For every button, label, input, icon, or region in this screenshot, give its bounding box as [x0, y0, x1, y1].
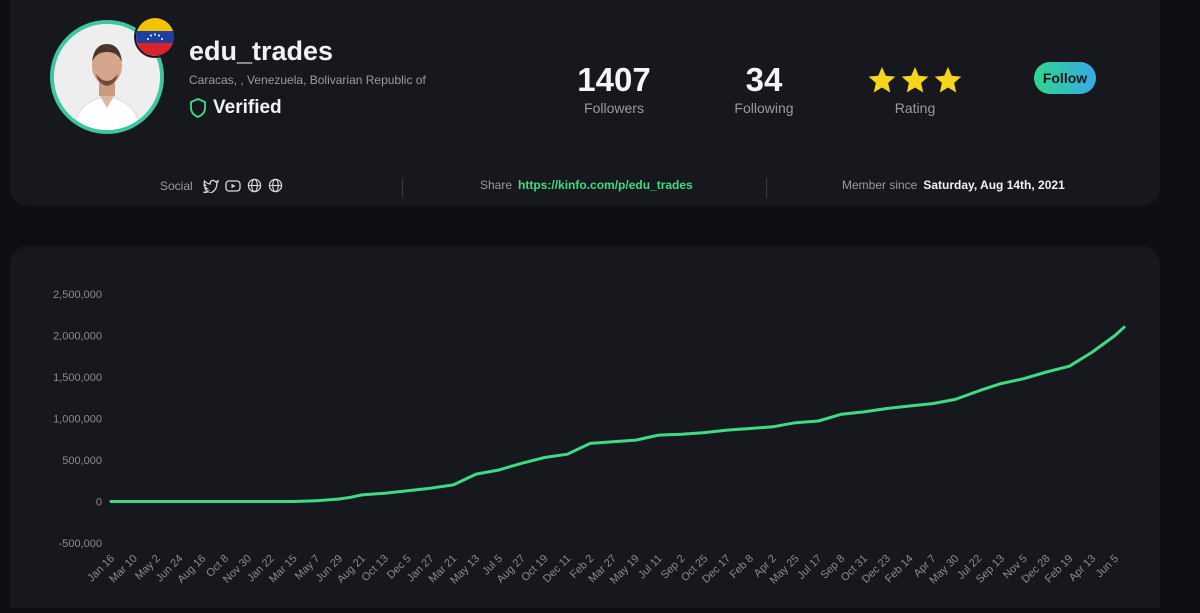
y-tick-label: 500,000 [62, 455, 102, 467]
divider [766, 178, 767, 198]
y-tick-label: 1,500,000 [53, 372, 102, 384]
following-count: 34 [745, 61, 783, 98]
chart-card: 2,500,000 2,000,000 1,500,000 1,000,000 500,… [10, 246, 1160, 608]
share-link[interactable]: https://kinfo.com/p/edu_trades [518, 178, 693, 192]
followers-stat[interactable]: 1407 Followers [539, 61, 689, 117]
followers-line-chart: 2,500,000 2,000,000 1,500,000 1,000,000 500,… [53, 289, 1126, 587]
follow-button[interactable]: Follow [1034, 62, 1096, 94]
share-label: Share [480, 178, 513, 192]
x-tick-label: Feb 8 [728, 553, 756, 581]
following-stat[interactable]: 34 Following [689, 61, 839, 117]
y-tick-label: 0 [96, 497, 102, 509]
followers-label: Followers [584, 100, 644, 116]
username: edu_trades [189, 36, 334, 66]
social-label: Social [160, 178, 193, 193]
verified-label: Verified [213, 97, 282, 118]
location: Caracas, , Venezuela, Bolivarian Republi… [189, 73, 426, 87]
star-icon [868, 66, 896, 93]
followers-series-line [109, 325, 1126, 503]
member-since-section: Member since Saturday, Aug 14th, 2021 [842, 178, 1065, 192]
rating-label: Rating [894, 100, 936, 116]
y-tick-label: 2,000,000 [53, 331, 102, 343]
star-icon [934, 66, 962, 93]
x-tick-label: Jul 11 [636, 553, 665, 582]
y-tick-label: 1,000,000 [53, 414, 102, 426]
globe-icon[interactable] [247, 178, 262, 193]
rating-stat: Rating [840, 62, 990, 116]
following-label: Following [734, 100, 794, 116]
globe-icon[interactable] [268, 178, 283, 193]
social-section: Social [160, 178, 283, 193]
twitter-icon[interactable] [202, 179, 219, 193]
star-icon [901, 66, 929, 93]
avatar-container [50, 16, 176, 134]
venezuela-flag-icon [134, 16, 176, 58]
x-tick-label: Jul 17 [795, 553, 824, 582]
share-section: Share https://kinfo.com/p/edu_trades [480, 178, 693, 192]
member-since-date: Saturday, Aug 14th, 2021 [923, 178, 1065, 192]
youtube-icon[interactable] [225, 179, 241, 193]
rating-stars [840, 62, 990, 98]
followers-count: 1407 [577, 61, 651, 98]
verified-badge: Verified [189, 97, 282, 119]
y-tick-label: 2,500,000 [53, 289, 102, 301]
y-tick-label: -500,000 [59, 538, 102, 550]
divider [402, 178, 403, 198]
member-since-label: Member since [842, 178, 918, 192]
x-tick-label: Jun 5 [1094, 553, 1122, 581]
shield-icon [190, 98, 206, 118]
profile-card: edu_trades Caracas, , Venezuela, Bolivar… [10, 0, 1160, 206]
